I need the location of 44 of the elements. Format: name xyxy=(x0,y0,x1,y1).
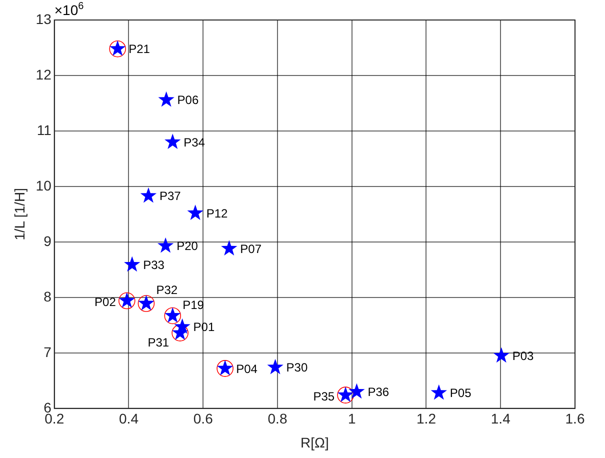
y-tick-label: 7 xyxy=(44,344,52,360)
point xyxy=(348,383,365,399)
x-axis-title: R[Ω] xyxy=(300,434,329,450)
annotation: P37 xyxy=(159,189,182,204)
point xyxy=(493,347,510,363)
x-tick-label: 0.8 xyxy=(268,410,288,427)
x-tick-label: 0.6 xyxy=(193,410,214,427)
y-tick-label: 8 xyxy=(44,288,52,304)
x-tick-label: 1 xyxy=(348,410,356,427)
point xyxy=(221,240,238,256)
y-tick-label: 11 xyxy=(36,122,52,138)
annotation: P05 xyxy=(450,386,472,400)
y-tick-label: 12 xyxy=(36,66,52,82)
annotation: P35 xyxy=(313,389,335,404)
annotation: P12 xyxy=(206,206,228,220)
x-tick-label: 1.6 xyxy=(565,410,585,427)
annotation: P03 xyxy=(512,349,534,363)
annotation: P02 xyxy=(94,295,116,310)
x-tick-label: 1.4 xyxy=(490,410,511,427)
x-tick-label: 1.2 xyxy=(416,410,436,427)
point xyxy=(164,134,181,149)
point xyxy=(140,187,157,203)
y-tick-label: 6 xyxy=(44,399,52,416)
y-tick-label: 9 xyxy=(44,232,52,249)
point xyxy=(430,384,447,400)
y-tick-label: 13 xyxy=(36,10,52,27)
annotation: P36 xyxy=(368,385,390,400)
annotation: P06 xyxy=(177,93,199,108)
y-tick-label: 10 xyxy=(36,177,52,194)
point xyxy=(187,204,204,220)
x-tick-label: 0.4 xyxy=(119,410,139,427)
point xyxy=(158,91,174,107)
annotation: P21 xyxy=(128,42,150,56)
annotation: P32 xyxy=(156,282,178,297)
point xyxy=(124,256,140,272)
point xyxy=(267,358,284,374)
y-axis-title: 1/L [1/H] xyxy=(11,188,28,240)
annotation: P30 xyxy=(286,360,308,375)
point xyxy=(157,237,174,253)
annotation: P31 xyxy=(148,335,170,350)
annotation: P07 xyxy=(240,242,262,256)
annotation: P04 xyxy=(236,362,258,376)
annotation: P20 xyxy=(176,239,198,254)
annotation: P33 xyxy=(143,258,165,272)
